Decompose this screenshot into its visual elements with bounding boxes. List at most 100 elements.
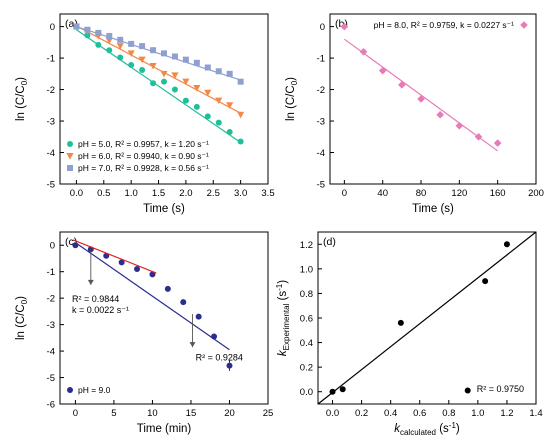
x-tick-label: 15 <box>186 408 197 419</box>
data-point <box>237 138 244 145</box>
data-point <box>139 43 146 50</box>
data-point <box>72 242 79 249</box>
data-point <box>204 89 212 97</box>
panel-a: 0.0 0.5 1.0 1.5 2.0 2.5 3.0 3.50-1-2-3-4-5(a)Ti… <box>15 13 275 215</box>
y-tick-label: -6 <box>47 400 55 411</box>
data-point <box>329 388 336 395</box>
data-point <box>116 43 124 50</box>
x-tick-label: 1.4 <box>529 408 542 419</box>
y-tick-label: 0.8 <box>300 289 313 300</box>
legend-marker <box>66 153 74 160</box>
legend-label: pH = 5.0, R² = 0.9957, k = 1.20 s⁻¹ <box>78 139 209 149</box>
data-point <box>134 266 141 273</box>
data-point <box>193 103 200 110</box>
y-tick-label: -1 <box>47 267 55 278</box>
data-point <box>493 139 502 147</box>
x-tick-label: 0.6 <box>413 408 426 419</box>
annotation-r2: R² = 0.9284 <box>196 352 243 362</box>
y-tick-label: 0 <box>320 22 325 33</box>
y-axis-label: ln (C/C0) <box>285 77 299 121</box>
x-tick-label: 10 <box>147 408 158 419</box>
data-point <box>503 241 510 248</box>
y-axis-label: ln (C/C0) <box>15 77 29 121</box>
x-tick-label: 5 <box>111 408 116 419</box>
data-point <box>117 54 124 61</box>
data-point <box>182 56 189 63</box>
data-point <box>398 81 406 89</box>
data-point <box>215 97 223 105</box>
data-point <box>455 121 464 130</box>
data-point <box>161 50 167 57</box>
y-tick-label: 0 <box>50 241 55 252</box>
y-tick-label: -3 <box>47 320 55 331</box>
x-tick-label: 0.8 <box>442 408 455 419</box>
data-point <box>117 36 124 43</box>
data-point <box>215 119 222 126</box>
x-tick-label: 1.5 <box>152 188 165 199</box>
y-tick-label: 0.0 <box>300 387 313 398</box>
plot-frame <box>59 231 269 405</box>
x-tick-label: 0.0 <box>326 408 339 419</box>
data-point <box>106 47 113 54</box>
annotation-r2: R² = 0.9844 <box>72 294 119 304</box>
data-point <box>161 78 167 85</box>
x-tick-label: 2.0 <box>179 188 192 199</box>
y-tick-label: 1.0 <box>300 264 313 275</box>
panel-label: (d) <box>323 236 336 248</box>
x-tick-label: 20 <box>224 408 235 419</box>
x-tick-label: 200 <box>528 188 544 199</box>
data-point <box>237 111 245 119</box>
y-tick-label: 1.2 <box>300 240 313 251</box>
data-point <box>226 70 233 77</box>
data-point <box>182 97 189 104</box>
data-point <box>195 313 202 320</box>
data-point <box>378 66 387 75</box>
annotation-k: k = 0.0022 s⁻¹ <box>72 305 129 315</box>
y-tick-label: -5 <box>47 180 55 191</box>
data-point <box>436 110 444 119</box>
data-point <box>180 299 187 306</box>
data-point <box>226 129 233 136</box>
y-tick-label: -4 <box>317 148 325 159</box>
legend-marker <box>520 21 528 29</box>
x-tick-label: 0.2 <box>355 408 368 419</box>
data-point <box>474 132 483 141</box>
data-point <box>482 278 489 285</box>
data-point <box>149 271 156 278</box>
data-point <box>164 285 171 292</box>
y-tick-label: -2 <box>47 294 55 305</box>
y-tick-label: 0.6 <box>300 314 313 325</box>
fit-line <box>76 29 241 143</box>
data-point <box>171 86 178 93</box>
y-tick-label: 0.4 <box>300 338 313 349</box>
arrowhead <box>189 342 196 348</box>
y-tick-label: 0.2 <box>300 363 313 374</box>
data-point <box>215 68 222 75</box>
data-point <box>149 62 157 70</box>
data-point <box>150 80 157 87</box>
data-point <box>339 386 346 393</box>
panel-d: 0.0 0.2 0.4 0.6 0.8 1.0 1.2 1.4 0.0 0.2 0.4 0.6 0.8 1… <box>275 231 543 437</box>
data-point <box>397 319 404 326</box>
data-point <box>204 64 211 71</box>
y-axis-label: ln (C/C0) <box>15 296 29 340</box>
data-point <box>417 95 425 103</box>
data-point <box>160 70 168 78</box>
data-point <box>226 102 234 109</box>
data-point <box>171 53 178 60</box>
data-point <box>237 78 244 85</box>
red-fit-line <box>72 239 157 274</box>
data-point <box>128 40 135 47</box>
y-tick-label: 0 <box>50 22 55 33</box>
data-point <box>84 26 91 33</box>
annotation-r2: R² = 0.9750 <box>477 384 524 394</box>
fit-line <box>76 26 241 81</box>
x-tick-label: 3.0 <box>234 188 247 199</box>
data-point <box>359 47 368 56</box>
y-tick-label: -1 <box>47 54 55 65</box>
legend-label: pH = 8.0, R² = 0.9759, k = 0.0227 s⁻¹ <box>374 20 515 30</box>
y-tick-label: -2 <box>47 85 55 96</box>
arrowhead <box>87 279 94 285</box>
